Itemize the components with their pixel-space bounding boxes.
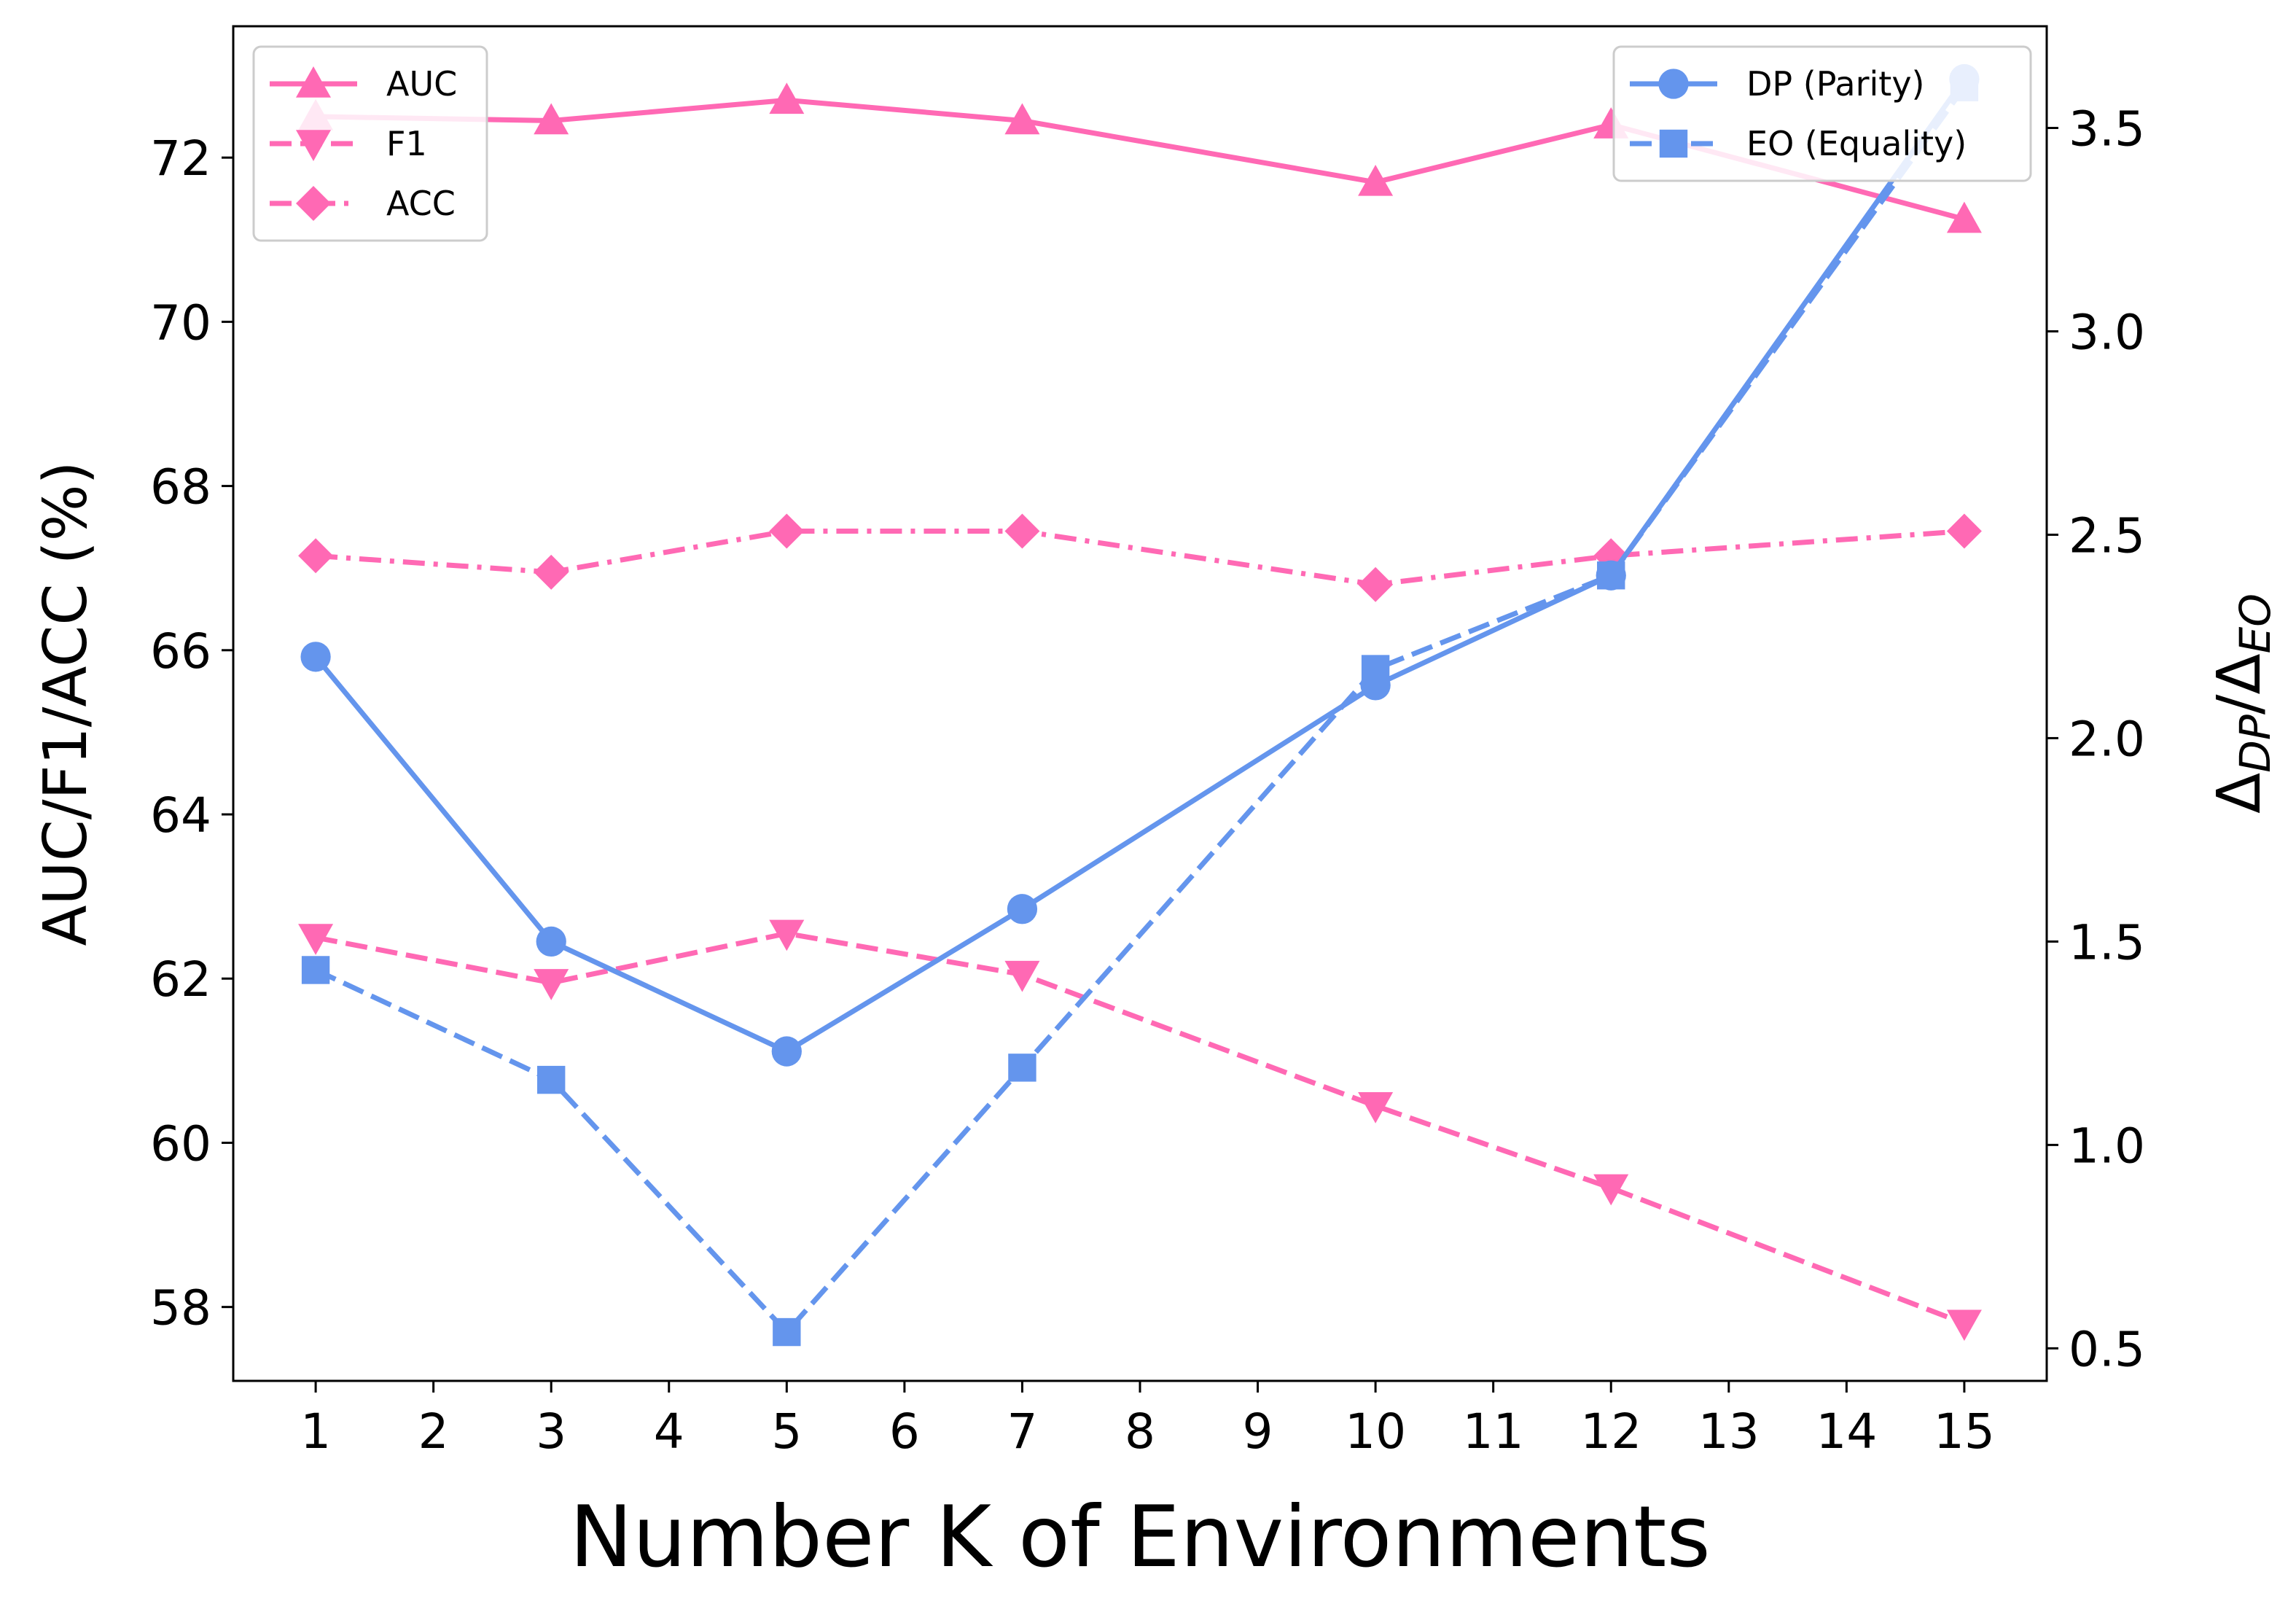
legend-marker-eo-equality [1659,129,1688,158]
data-point-auc [534,103,569,135]
data-point-dp-parity [536,926,566,957]
axes-layer: 1 2 3 4 5 6 7 8 9 10 11 12 13 14 1558606264666870720.5… [150,101,2145,1460]
y-tick-label-right: 1.0 [2069,1118,2145,1174]
data-point-eo-equality [773,1317,801,1347]
y-tick-label-right: 3.5 [2069,101,2145,157]
y-axis-title-left: AUC/F1/ACC (%) [31,461,101,946]
legend-marker-acc [296,186,331,221]
y-axis-title-right-base-1: Δ [2205,773,2274,814]
series-line-dp-parity [313,77,1967,1054]
x-tick-label: 5 [771,1403,802,1460]
x-tick-label: 2 [418,1403,449,1460]
y-tick-label-right: 1.5 [2069,914,2145,970]
x-tick-label: 6 [889,1403,920,1460]
data-point-f1 [1946,1309,1982,1342]
y-tick-label-right: 2.0 [2069,711,2145,767]
x-tick-label: 13 [1698,1403,1760,1460]
y-tick-label-left: 70 [150,295,211,351]
data-point-dp-parity [771,1036,802,1067]
y-tick-label-left: 64 [150,787,211,844]
y-tick-label-left: 72 [150,131,211,187]
series-eo-equality [301,73,1979,1347]
legend-label-acc: ACC [386,184,456,223]
data-point-acc [534,554,569,590]
x-tick-label: 11 [1463,1403,1524,1460]
x-tick-label: 4 [654,1403,684,1460]
y-axis-title-right-sub-dp: DP [2230,715,2280,773]
data-point-eo-equality [1008,1054,1036,1082]
y-axis-title-right-sub-eo: EO [2230,593,2280,653]
series-layer [298,63,1982,1347]
data-point-f1 [1358,1092,1394,1124]
y-tick-label-left: 60 [150,1115,211,1172]
data-point-eo-equality [301,956,330,984]
data-point-acc [298,538,334,574]
y-tick-label-left: 68 [150,459,211,515]
data-point-eo-equality [1361,655,1390,683]
x-tick-label: 1 [300,1403,331,1460]
legend-label-dp-parity: DP (Parity) [1746,64,1925,104]
data-point-auc [1004,103,1040,135]
data-point-f1 [1593,1174,1629,1206]
y-axis-title-right-base-2: Δ [2205,653,2274,694]
data-point-acc [769,513,805,549]
legend-marker-auc [296,66,331,98]
x-tick-label: 12 [1580,1403,1641,1460]
y-axis-title-right-separator: / [2205,694,2274,715]
data-point-auc [769,82,805,114]
series-f1 [298,919,1982,1342]
series-acc [298,513,1982,602]
x-axis-title: Number K of Environments [569,1488,1711,1586]
data-point-f1 [1004,960,1040,992]
data-point-dp-parity [300,642,331,672]
legend-marker-f1 [296,130,331,161]
y-tick-label-left: 62 [150,951,211,1008]
data-point-f1 [769,919,805,951]
data-point-acc [1946,513,1982,549]
x-tick-label: 14 [1816,1403,1877,1460]
data-point-eo-equality [1597,561,1625,590]
legend-box [1612,45,2032,182]
series-line-eo-equality [314,85,1967,1335]
data-point-auc [1946,201,1982,233]
legend-right: DP (Parity) EO (Equality) [1612,45,2032,182]
data-point-acc [1004,513,1040,549]
y-tick-label-left: 58 [150,1280,211,1336]
data-point-f1 [298,924,334,955]
x-tick-label: 7 [1007,1403,1037,1460]
series-line-f1 [315,930,1966,1326]
x-tick-label: 15 [1934,1403,1995,1460]
data-point-acc [1358,566,1394,602]
x-tick-label: 8 [1125,1403,1155,1460]
y-tick-label-right: 2.5 [2069,507,2145,564]
x-tick-label: 9 [1243,1403,1273,1460]
x-tick-label: 10 [1345,1403,1406,1460]
legend-left: AUC F1 ACC [252,45,488,242]
y-tick-label-left: 66 [150,623,211,680]
data-point-eo-equality [537,1065,566,1094]
x-tick-label: 3 [536,1403,566,1460]
legend-label-eo-equality: EO (Equality) [1746,124,1967,163]
plot-frame [232,25,2048,1382]
legend-label-auc: AUC [386,64,457,104]
legend-marker-dp-parity [1658,69,1689,99]
data-point-dp-parity [1007,894,1038,924]
data-point-auc [1358,164,1394,196]
legend-label-f1: F1 [386,124,427,163]
y-tick-label-right: 0.5 [2069,1321,2145,1377]
y-axis-title-right: ΔDP/ΔEO [2205,593,2280,814]
y-tick-label-right: 3.0 [2069,304,2145,360]
data-point-f1 [534,969,569,1000]
